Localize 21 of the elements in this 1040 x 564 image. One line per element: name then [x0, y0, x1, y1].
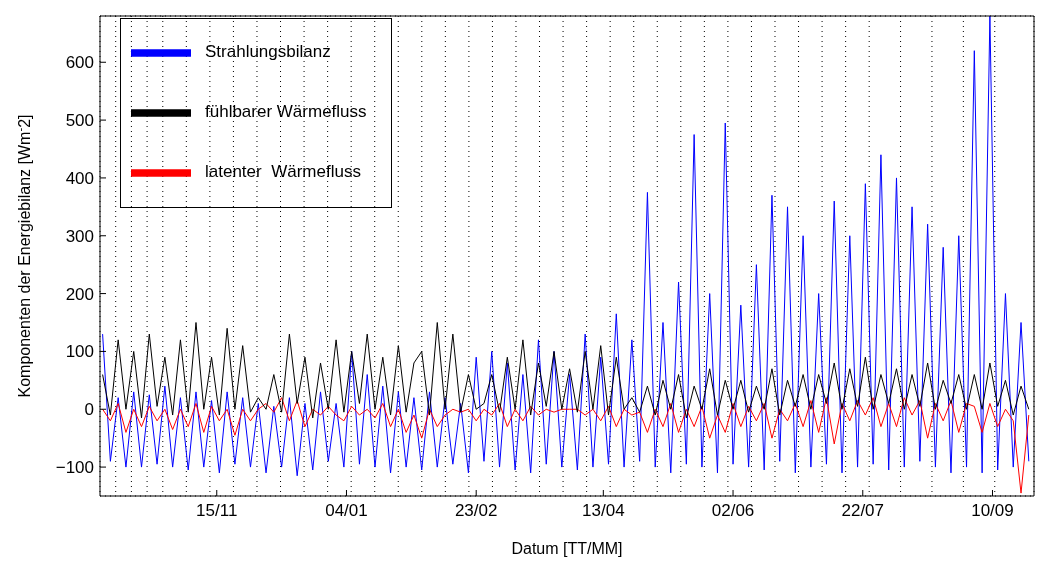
y-tick-label: 0 — [84, 400, 94, 420]
legend-label: Strahlungsbilanz — [205, 42, 331, 62]
y-tick-label: 500 — [65, 111, 94, 131]
y-tick-label: 400 — [65, 168, 94, 188]
x-axis-title: Datum [TT/MM] — [511, 540, 623, 557]
x-tick-label: 22/07 — [841, 501, 885, 521]
y-tick-label: −100 — [55, 458, 94, 478]
x-tick-label: 15/11 — [196, 501, 238, 521]
legend-label: latenter Wärmefluss — [205, 162, 361, 182]
x-tick-label: 23/02 — [454, 501, 498, 521]
legend-label: fühlbarer Wärmefluss — [205, 102, 367, 122]
y-tick-label: 300 — [65, 226, 94, 246]
y-tick-label: 600 — [65, 53, 94, 73]
x-tick-label: 02/06 — [711, 501, 755, 521]
x-tick-label: 10/09 — [971, 501, 1014, 521]
x-tick-label: 04/01 — [325, 501, 368, 521]
y-tick-label: 100 — [65, 342, 94, 362]
line-series — [102, 397, 1030, 494]
line-series — [102, 16, 1030, 477]
x-tick-label: 13/04 — [582, 501, 625, 521]
y-tick-label: 200 — [65, 284, 94, 304]
